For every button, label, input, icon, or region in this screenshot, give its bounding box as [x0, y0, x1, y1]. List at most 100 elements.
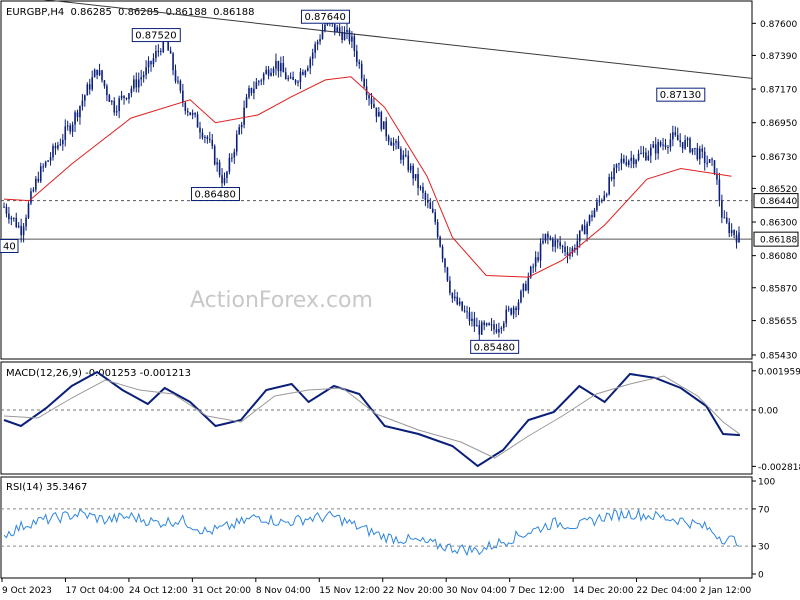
candle-body	[294, 79, 297, 83]
candle-body	[434, 212, 436, 222]
price-annotation-label: 40	[3, 241, 16, 252]
candle-body	[679, 140, 681, 143]
candle-body	[463, 310, 466, 312]
candle-body	[468, 312, 471, 322]
candle-body	[694, 148, 696, 150]
candle-body	[713, 160, 716, 174]
candle-body	[738, 232, 740, 243]
candle-body	[353, 36, 356, 51]
candle-body	[35, 178, 37, 190]
candle-body	[25, 217, 27, 227]
candle-body	[130, 88, 133, 94]
candle-body	[669, 139, 672, 148]
candle-body	[233, 151, 236, 158]
x-axis-label: 15 Nov 12:00	[319, 586, 380, 596]
candle-body	[549, 237, 552, 240]
candle-body	[735, 235, 738, 243]
candle-body	[676, 135, 679, 141]
header-low: 0.86188	[166, 7, 207, 18]
candle-body	[44, 161, 47, 167]
candle-body	[201, 132, 204, 138]
candle-body	[333, 23, 336, 32]
candle-body	[520, 291, 522, 303]
candle-body	[672, 132, 674, 140]
candle-body	[356, 50, 358, 62]
candle-body	[321, 30, 324, 39]
candle-body	[645, 152, 647, 161]
watermark: ActionForex.com	[190, 288, 373, 313]
candle-body	[221, 175, 223, 184]
price-axis-label: 0.85870	[760, 284, 797, 294]
candle-body	[17, 225, 20, 227]
candle-body	[485, 323, 488, 326]
candle-body	[382, 121, 385, 130]
candle-body	[576, 241, 579, 250]
candle-body	[623, 158, 625, 163]
candle-body	[441, 246, 444, 259]
candle-body	[544, 233, 547, 241]
candle-body	[137, 79, 140, 88]
candle-body	[3, 206, 5, 208]
candle-body	[608, 176, 610, 195]
candle-body	[507, 308, 510, 310]
candle-body	[674, 132, 677, 136]
candle-body	[302, 72, 304, 75]
candle-body	[444, 258, 446, 268]
candle-body	[662, 144, 664, 146]
candle-body	[186, 110, 189, 113]
candle-body	[412, 165, 414, 179]
candle-body	[260, 80, 263, 82]
candle-body	[503, 323, 505, 328]
price-annotation-box	[656, 87, 706, 102]
candle-body	[414, 174, 417, 179]
candle-body	[635, 159, 637, 165]
candle-body	[289, 76, 292, 79]
candle-body	[5, 206, 8, 214]
candle-body	[525, 283, 527, 291]
candle-body	[657, 142, 659, 154]
candle-body	[250, 87, 253, 94]
candle-body	[498, 328, 500, 333]
candle-body	[542, 240, 544, 244]
candle-body	[299, 72, 302, 82]
x-axis-label: 31 Oct 20:00	[192, 586, 251, 596]
candle-body	[642, 152, 645, 154]
candle-body	[76, 112, 79, 118]
candle-body	[578, 230, 581, 242]
candle-body	[59, 144, 62, 146]
candle-body	[216, 162, 218, 165]
candle-body	[368, 95, 370, 99]
price-annotation-label: 0.85480	[474, 342, 515, 353]
candle-body	[664, 144, 667, 148]
candle-body	[265, 69, 267, 74]
candle-body	[8, 213, 10, 220]
candle-body	[52, 145, 54, 158]
candle-body	[564, 246, 566, 252]
candle-body	[118, 98, 120, 112]
candle-body	[652, 144, 655, 148]
candle-body	[307, 67, 309, 71]
candle-body	[133, 79, 135, 89]
candle-body	[108, 95, 111, 102]
candle-body	[81, 100, 84, 107]
rsi-axis-label: 30	[758, 543, 770, 553]
candle-body	[373, 104, 375, 108]
candle-body	[30, 191, 32, 204]
candle-body	[534, 257, 537, 267]
candle-body	[625, 162, 628, 165]
moving-average-line	[3, 76, 732, 278]
candle-body	[632, 157, 635, 165]
candle-body	[277, 60, 280, 72]
candle-body	[395, 141, 397, 143]
candle-body	[316, 41, 319, 45]
candle-body	[262, 73, 265, 81]
candle-body	[552, 239, 554, 247]
candle-body	[169, 50, 172, 54]
candle-body	[255, 82, 258, 89]
macd-axis-label: 0.001959	[758, 367, 800, 377]
candle-body	[245, 97, 248, 108]
candle-body	[378, 112, 380, 117]
candle-body	[708, 159, 711, 163]
candle-body	[380, 112, 383, 130]
candle-body	[701, 148, 704, 152]
